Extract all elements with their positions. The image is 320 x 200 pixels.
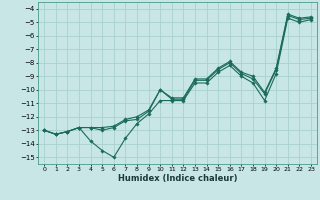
X-axis label: Humidex (Indice chaleur): Humidex (Indice chaleur) — [118, 174, 237, 183]
